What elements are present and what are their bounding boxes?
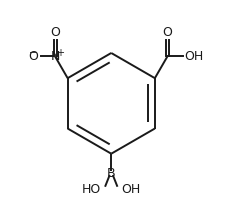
- Text: N: N: [50, 50, 60, 63]
- Text: −: −: [29, 48, 37, 58]
- Text: B: B: [107, 167, 116, 180]
- Text: O: O: [50, 26, 60, 39]
- Text: OH: OH: [122, 183, 141, 196]
- Text: O: O: [28, 50, 38, 63]
- Text: HO: HO: [82, 183, 101, 196]
- Text: O: O: [163, 26, 172, 39]
- Text: +: +: [56, 48, 64, 58]
- Text: OH: OH: [184, 50, 203, 63]
